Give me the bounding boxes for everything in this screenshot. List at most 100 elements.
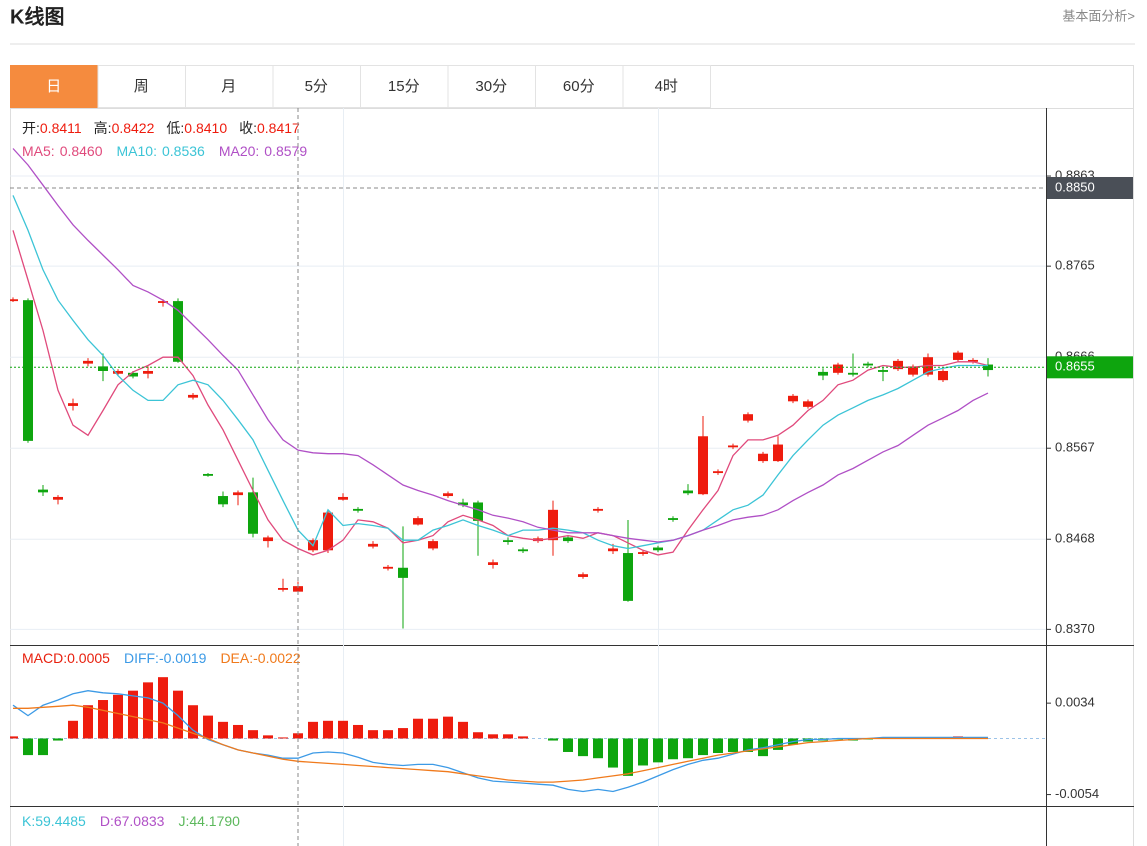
legend-label: MA20: [219,143,259,159]
tab-label[interactable]: 4时 [655,78,678,95]
indicator-line [13,704,988,783]
macd-bar [98,700,108,739]
candle-body [173,301,183,362]
tab-label[interactable]: 日 [46,78,61,95]
candle-body [893,360,903,370]
crosshair-box [1047,176,1133,199]
macd-bar [293,733,303,739]
y-tick-label: 0.8567 [1055,440,1095,455]
tab[interactable] [535,65,624,108]
tab[interactable] [10,65,99,108]
macd-bar [83,705,93,739]
candle-body [863,363,873,366]
candle-body [98,366,108,371]
legend-value: 0.8410 [184,120,227,136]
macd-bar [593,738,603,759]
macd-bar [248,730,258,739]
macd-bar [398,728,408,739]
macd-bar [308,721,318,739]
legend-value: 0.0005 [67,650,110,666]
macd-bar [353,724,363,739]
macd-bar [548,738,558,741]
candle-body [503,540,513,543]
legend-label: K: [22,813,35,829]
candle-body [548,509,558,541]
candle-body [323,512,333,551]
macd-bar [128,690,138,739]
candle-body [773,444,783,462]
macd-bar [263,735,273,739]
macd-bar [578,738,588,757]
tab[interactable] [447,65,536,108]
candle-body [188,394,198,398]
macd-bar [443,716,453,739]
macd-bar [563,738,573,752]
candle-body [353,508,363,511]
macd-bar [683,738,693,759]
legend-value: 0.8579 [264,143,307,159]
crosshair-label: 0.8850 [1055,179,1095,194]
macd-bar [413,718,423,739]
macd-bar [10,736,18,739]
candle-body [953,352,963,360]
tab-label[interactable]: 60分 [563,78,595,95]
y-tick-label: 0.8468 [1055,531,1095,546]
macd-bar [143,682,153,739]
macd-bar [23,738,33,756]
candle-body [293,586,303,592]
tab-label[interactable]: 周 [134,78,149,95]
legend-label: MACD: [22,650,67,666]
candle-body [848,372,858,375]
macd-bar [173,690,183,739]
indicator-line [12,195,988,550]
legend-label: DIFF: [124,650,159,666]
macd-bar [473,732,483,739]
macd-bar [728,738,738,752]
ohlc-legend: 开:0.8411 高:0.8422 低:0.8410 收:0.8417 [22,120,300,136]
legend-label: 高: [94,120,112,136]
candle-body [608,548,618,552]
tab-label[interactable]: 月 [221,78,236,95]
candle-body [338,496,348,500]
candle-body [278,587,288,590]
legend-value: -0.0022 [253,650,301,666]
tab[interactable] [97,65,186,108]
macd-bar [218,721,228,739]
macd-bar [608,738,618,768]
legend-label: MA10: [117,143,157,159]
y-tick-label: 0.8765 [1055,258,1095,273]
kdj-legend: K:59.4485 D:67.0833 J:44.1790 [22,813,240,829]
candle-body [428,541,438,549]
candle-body [788,395,798,402]
tab-label[interactable]: 5分 [305,78,328,95]
candle-body [758,453,768,462]
macd-bar [518,736,528,739]
macd-bar [338,720,348,739]
macd-bar [488,734,498,739]
candle-body [458,502,468,506]
macd-bar [638,738,648,766]
tab-label[interactable]: 30分 [475,78,507,95]
macd-bar [668,738,678,760]
legend-value: 0.8422 [112,120,155,136]
legend-label: 开: [22,120,40,136]
legend-value: 44.1790 [189,813,240,829]
tab[interactable] [622,65,711,108]
candle-body [818,371,828,376]
macd-bar [188,705,198,739]
candle-body [593,508,603,511]
candle-body [443,493,453,497]
candle-body [743,414,753,421]
macd-bar [428,718,438,739]
fundamental-link[interactable]: 基本面分析> [1062,8,1135,23]
candle-body [38,489,48,493]
candle-body [10,299,18,302]
macd-bar [53,738,63,741]
macd-bar [323,720,333,739]
candle-body [263,537,273,542]
last-price-box [1047,356,1133,379]
macd-bar [203,715,213,739]
tab-label[interactable]: 15分 [388,78,420,95]
candle-body [668,518,678,520]
macd-bar [368,730,378,739]
